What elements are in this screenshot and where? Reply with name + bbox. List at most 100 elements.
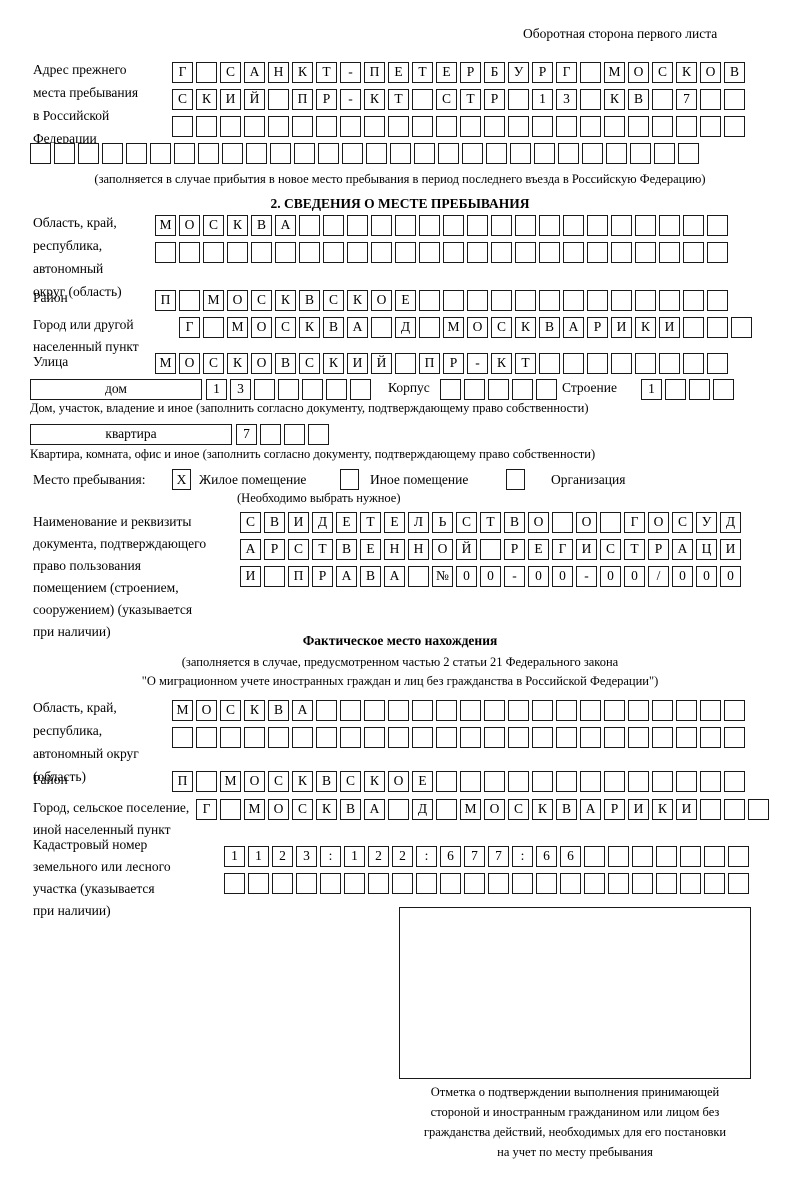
prev-address-r3-cell-1[interactable] <box>172 116 193 137</box>
region-r1-cell-11[interactable] <box>395 215 416 236</box>
prev-address-r4-cell-6[interactable] <box>150 143 171 164</box>
cadastral-r2-cell-9[interactable] <box>416 873 437 894</box>
street-r1-cell-5[interactable]: О <box>251 353 272 374</box>
region-r1-cell-17[interactable] <box>539 215 560 236</box>
prev-address-row-3[interactable] <box>172 116 748 137</box>
cadastral-r1-cell-11[interactable]: 7 <box>464 846 485 867</box>
cadastral-r2-cell-5[interactable] <box>320 873 341 894</box>
prev-address-r2-cell-3[interactable]: И <box>220 89 241 110</box>
document-r2-cell-15[interactable]: И <box>576 539 597 560</box>
document-r3-cell-4[interactable]: Р <box>312 566 333 587</box>
document-r1-cell-10[interactable]: С <box>456 512 477 533</box>
actual-district-r1-cell-10[interactable]: О <box>388 771 409 792</box>
district-r1-cell-12[interactable] <box>419 290 440 311</box>
document-r3-cell-12[interactable]: - <box>504 566 525 587</box>
confirmation-stamp-box[interactable] <box>399 907 751 1079</box>
city-r1-cell-16[interactable]: В <box>539 317 560 338</box>
district-r1-cell-22[interactable] <box>659 290 680 311</box>
prev-address-r4-cell-10[interactable] <box>246 143 267 164</box>
actual-region-r1-cell-2[interactable]: О <box>196 700 217 721</box>
prev-address-r2-cell-17[interactable]: 3 <box>556 89 577 110</box>
city-r1-cell-22[interactable] <box>683 317 704 338</box>
prev-address-r1-cell-14[interactable]: Б <box>484 62 505 83</box>
korpus-cell-5[interactable] <box>536 379 557 400</box>
actual-district-r1-cell-14[interactable] <box>484 771 505 792</box>
actual-region-r1-cell-7[interactable] <box>316 700 337 721</box>
prev-address-r3-cell-19[interactable] <box>604 116 625 137</box>
document-r2-cell-13[interactable]: Е <box>528 539 549 560</box>
region-r2-cell-15[interactable] <box>491 242 512 263</box>
prev-address-r3-cell-12[interactable] <box>436 116 457 137</box>
stay-type-checkbox-organization[interactable] <box>506 469 525 490</box>
region-r2-cell-22[interactable] <box>659 242 680 263</box>
region-r2-cell-14[interactable] <box>467 242 488 263</box>
prev-address-r1-cell-19[interactable]: М <box>604 62 625 83</box>
prev-address-r2-cell-13[interactable]: Т <box>460 89 481 110</box>
prev-address-r1-cell-4[interactable]: А <box>244 62 265 83</box>
cadastral-r2-cell-7[interactable] <box>368 873 389 894</box>
prev-address-r3-cell-24[interactable] <box>724 116 745 137</box>
document-r1-cell-3[interactable]: И <box>288 512 309 533</box>
actual-region-r2-cell-22[interactable] <box>676 727 697 748</box>
prev-address-r4-cell-11[interactable] <box>270 143 291 164</box>
prev-address-r1-cell-21[interactable]: С <box>652 62 673 83</box>
document-r1-cell-18[interactable]: О <box>648 512 669 533</box>
actual-district-r1-cell-22[interactable] <box>676 771 697 792</box>
document-r3-cell-7[interactable]: А <box>384 566 405 587</box>
city-r1-cell-8[interactable]: А <box>347 317 368 338</box>
cadastral-r1-cell-9[interactable]: : <box>416 846 437 867</box>
house-cell-1[interactable]: 1 <box>206 379 227 400</box>
prev-address-row-4[interactable] <box>30 143 702 164</box>
city-r1-cell-9[interactable] <box>371 317 392 338</box>
document-r3-cell-18[interactable]: / <box>648 566 669 587</box>
prev-address-r1-cell-17[interactable]: Г <box>556 62 577 83</box>
actual-region-r2-cell-5[interactable] <box>268 727 289 748</box>
street-r1-cell-24[interactable] <box>707 353 728 374</box>
actual-city-r1-cell-1[interactable]: Г <box>196 799 217 820</box>
actual-region-r2-cell-15[interactable] <box>508 727 529 748</box>
cadastral-r2-cell-2[interactable] <box>248 873 269 894</box>
prev-address-r3-cell-22[interactable] <box>676 116 697 137</box>
document-r1-cell-4[interactable]: Д <box>312 512 333 533</box>
district-r1-cell-6[interactable]: К <box>275 290 296 311</box>
cadastral-r2-cell-13[interactable] <box>512 873 533 894</box>
prev-address-r4-cell-22[interactable] <box>534 143 555 164</box>
prev-address-r4-cell-28[interactable] <box>678 143 699 164</box>
korpus-cell-1[interactable] <box>440 379 461 400</box>
stay-type-checkbox-other[interactable] <box>340 469 359 490</box>
cadastral-r1-cell-6[interactable]: 1 <box>344 846 365 867</box>
korpus-cell-3[interactable] <box>488 379 509 400</box>
region-r2-cell-5[interactable] <box>251 242 272 263</box>
street-r1-cell-2[interactable]: О <box>179 353 200 374</box>
region-row-2[interactable] <box>155 242 731 263</box>
korpus-cell-4[interactable] <box>512 379 533 400</box>
stroenie-cells[interactable]: 1 <box>641 379 737 400</box>
house-cell-5[interactable] <box>302 379 323 400</box>
cadastral-r2-cell-15[interactable] <box>560 873 581 894</box>
prev-address-r3-cell-6[interactable] <box>292 116 313 137</box>
region-r2-cell-19[interactable] <box>587 242 608 263</box>
prev-address-r2-cell-24[interactable] <box>724 89 745 110</box>
district-r1-cell-3[interactable]: М <box>203 290 224 311</box>
street-r1-cell-20[interactable] <box>611 353 632 374</box>
region-r1-cell-18[interactable] <box>563 215 584 236</box>
prev-address-r2-cell-7[interactable]: Р <box>316 89 337 110</box>
flat-cell-1[interactable]: 7 <box>236 424 257 445</box>
street-r1-cell-13[interactable]: Р <box>443 353 464 374</box>
actual-region-r1-cell-3[interactable]: С <box>220 700 241 721</box>
actual-region-r2-cell-18[interactable] <box>580 727 601 748</box>
document-r3-cell-19[interactable]: 0 <box>672 566 693 587</box>
region-r1-cell-21[interactable] <box>635 215 656 236</box>
city-r1-cell-15[interactable]: К <box>515 317 536 338</box>
prev-address-r3-cell-14[interactable] <box>484 116 505 137</box>
actual-region-r2-cell-2[interactable] <box>196 727 217 748</box>
actual-region-r1-cell-16[interactable] <box>532 700 553 721</box>
prev-address-r2-cell-19[interactable]: К <box>604 89 625 110</box>
prev-address-r3-cell-5[interactable] <box>268 116 289 137</box>
actual-city-r1-cell-7[interactable]: В <box>340 799 361 820</box>
actual-district-r1-cell-24[interactable] <box>724 771 745 792</box>
region-r1-cell-22[interactable] <box>659 215 680 236</box>
city-r1-cell-10[interactable]: Д <box>395 317 416 338</box>
